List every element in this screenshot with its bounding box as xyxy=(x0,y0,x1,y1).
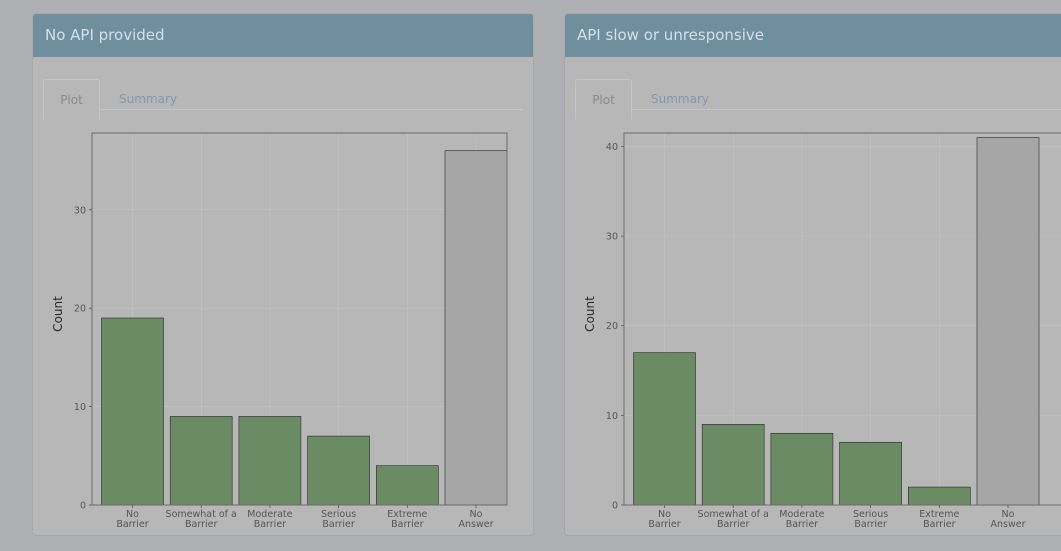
y-axis-label: Count xyxy=(51,296,65,332)
plot-panel-border xyxy=(623,132,1061,506)
bar-extreme-barrier xyxy=(375,465,439,506)
x-tick-label: Moderate xyxy=(779,509,824,520)
bar-somewhat-of-a-barrier xyxy=(169,416,233,506)
x-tick-label: Barrier xyxy=(391,519,423,530)
x-tick-label: Moderate xyxy=(247,509,292,520)
tab-summary[interactable]: Summary xyxy=(651,92,709,106)
bar-no-answer xyxy=(976,137,1040,506)
bar-extreme-barrier xyxy=(907,486,971,506)
y-tick-label: 0 xyxy=(612,501,618,512)
x-tick-label: Extreme xyxy=(919,509,959,520)
tab-plot[interactable]: Plot xyxy=(43,79,100,120)
bar-moderate-barrier xyxy=(770,432,834,506)
y-tick-label: 40 xyxy=(606,142,618,153)
x-tick-label: Barrier xyxy=(254,519,286,530)
x-tick-label: Somewhat of a xyxy=(698,509,769,520)
x-tick-label: Barrier xyxy=(923,519,955,530)
y-tick-label: 30 xyxy=(74,205,86,216)
x-tick-label: No xyxy=(1002,509,1015,520)
plot-panel-border xyxy=(91,132,508,506)
y-tick-label: 0 xyxy=(80,501,86,512)
x-tick-label: No xyxy=(126,509,139,520)
bar-moderate-barrier xyxy=(238,416,302,506)
x-tick-label: Barrier xyxy=(116,519,148,530)
y-tick-label: 30 xyxy=(606,232,618,243)
x-tick-label: Barrier xyxy=(786,519,818,530)
x-tick-label: Serious xyxy=(321,509,356,520)
y-tick-label: 20 xyxy=(74,304,86,315)
bar-no-answer xyxy=(444,150,508,506)
x-tick-label: Barrier xyxy=(322,519,354,530)
y-axis-label: Count xyxy=(583,296,597,332)
panel-api-slow-or-unresponsive: API slow or unresponsive Plot Summary 0 1… xyxy=(564,13,1061,536)
panel-no-api-provided: No API provided Plot Summary 0 10 20 30 No Ba… xyxy=(32,13,534,536)
panel-title: API slow or unresponsive xyxy=(565,14,1061,57)
x-tick-label: Answer xyxy=(991,519,1026,530)
tab-bar: Plot Summary xyxy=(43,69,523,120)
y-tick-label: 20 xyxy=(606,321,618,332)
tab-bar: Plot Summary xyxy=(575,69,1061,120)
bar-serious-barrier xyxy=(839,441,902,506)
panel-title: No API provided xyxy=(33,14,533,57)
bar-serious-barrier xyxy=(307,435,370,506)
x-tick-label: Barrier xyxy=(648,519,680,530)
bar-no-barrier xyxy=(101,317,164,506)
x-tick-label: Barrier xyxy=(854,519,886,530)
y-tick-label: 10 xyxy=(74,402,86,413)
tab-plot[interactable]: Plot xyxy=(575,79,632,120)
x-tick-label: Extreme xyxy=(387,509,427,520)
x-tick-label: Somewhat of a xyxy=(166,509,237,520)
bar-no-barrier xyxy=(633,352,696,506)
x-tick-label: Serious xyxy=(853,509,888,520)
x-tick-label: Barrier xyxy=(717,519,749,530)
bar-somewhat-of-a-barrier xyxy=(701,424,765,506)
y-tick-label: 10 xyxy=(606,411,618,422)
x-tick-label: Barrier xyxy=(185,519,217,530)
x-tick-label: Answer xyxy=(459,519,494,530)
x-tick-label: No xyxy=(658,509,671,520)
tab-summary[interactable]: Summary xyxy=(119,92,177,106)
x-tick-label: No xyxy=(470,509,483,520)
